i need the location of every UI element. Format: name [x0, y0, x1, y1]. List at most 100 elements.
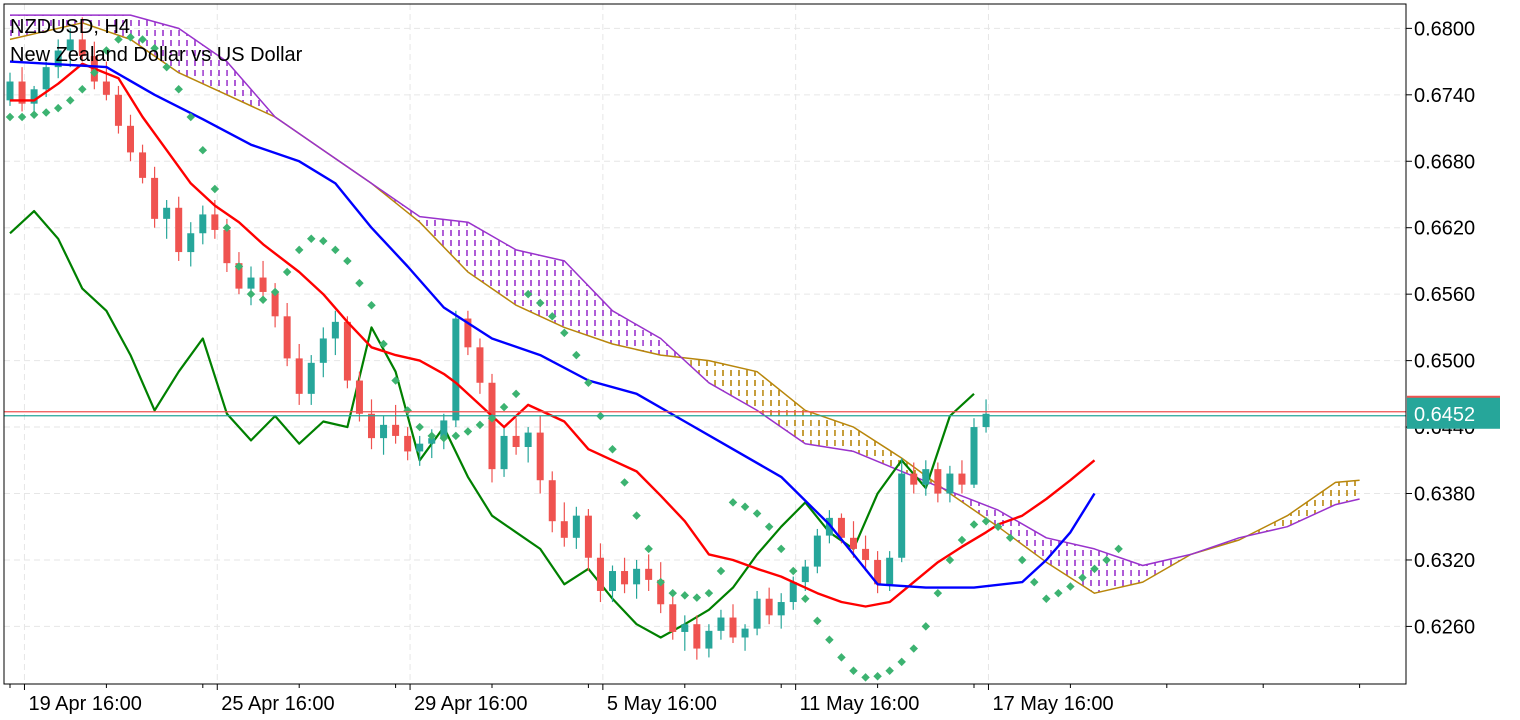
parabolic-sar-dot [343, 256, 352, 266]
ichimoku-cloud-segment [618, 314, 625, 347]
parabolic-sar-dot [548, 312, 557, 321]
ichimoku-cloud-segment [708, 360, 715, 387]
candle-body [982, 413, 990, 428]
parabolic-sar-dot [511, 389, 521, 399]
parabolic-sar-dot [656, 577, 665, 587]
ichimoku-cloud-segment [714, 361, 721, 390]
ichimoku-cloud-segment [257, 96, 264, 112]
plot-frame [3, 3, 1407, 685]
ichimoku-cloud-segment [829, 418, 836, 449]
candle-body [127, 125, 134, 153]
ichimoku-cloud-segment [1028, 527, 1035, 554]
ichimoku-cloud-segment [1052, 539, 1059, 570]
candle-body [524, 432, 532, 447]
candle-body [560, 521, 568, 538]
ichimoku-cloud-segment [1142, 564, 1149, 583]
ichimoku-cloud-segment [751, 370, 758, 411]
ichimoku-cloud-segment [763, 376, 770, 419]
ichimoku-cloud-segment [642, 328, 649, 353]
candle-body [18, 81, 26, 104]
ichimoku-cloud-segment [208, 49, 215, 90]
y-tick-label: 0.6800 [1414, 18, 1475, 40]
parabolic-sar-dot [246, 289, 256, 299]
ichimoku-cloud-segment [1016, 520, 1023, 545]
ichimoku-cloud-segment [1004, 513, 1011, 536]
candle-body [874, 559, 882, 585]
parabolic-sar-dot [1102, 555, 1111, 565]
candle-body [464, 318, 472, 348]
parabolic-sar-dot [560, 328, 569, 338]
parabolic-sar-dot [210, 184, 220, 194]
ichimoku-cloud-segment [1136, 563, 1143, 584]
parabolic-sar-dot [102, 46, 111, 55]
current-price-tag-label: 0.6452 [1414, 404, 1475, 426]
parabolic-sar-dot [439, 433, 449, 443]
candle-body [247, 277, 255, 289]
candle-body [343, 321, 351, 381]
ichimoku-cloud-segment [799, 405, 806, 444]
candle-body [789, 582, 797, 603]
parabolic-sar-dot [776, 544, 786, 554]
ichimoku-cloud-segment [70, 15, 77, 26]
parabolic-sar-dot [294, 245, 304, 255]
candle-body [368, 413, 375, 439]
ichimoku-cloud-segment [1058, 540, 1065, 574]
ichimoku-cloud-segment [516, 249, 523, 309]
ichimoku-cloud-segment [1347, 480, 1354, 502]
ichimoku-cloud-segment [425, 217, 432, 235]
candle-body [705, 630, 713, 649]
ichimoku-cloud-segment [1305, 499, 1312, 519]
ichimoku-cloud-segment [473, 225, 480, 281]
parabolic-sar-dot [198, 145, 208, 155]
ichimoku-cloud-segment [220, 57, 227, 95]
ichimoku-cloud-segment [1010, 517, 1017, 541]
y-tick-label: 0.6680 [1414, 151, 1475, 173]
ichimoku-cloud-segment [606, 304, 613, 344]
ichimoku-cloud-segment [871, 438, 878, 462]
x-tick-label: 17 May 16:00 [992, 693, 1113, 715]
ichimoku-cloud-segment [877, 442, 884, 464]
parabolic-sar-dot [933, 588, 943, 598]
parabolic-sar-dot [1017, 555, 1027, 565]
ichimoku-cloud-segment [1064, 541, 1071, 578]
ichimoku-cloud-segment [118, 15, 125, 38]
ichimoku-cloud-segment [967, 498, 974, 511]
parabolic-sar-dot [692, 593, 702, 602]
parabolic-sar-dot [1078, 573, 1087, 582]
parabolic-sar-dot [29, 110, 39, 119]
parabolic-sar-dot [415, 422, 424, 432]
candle-body [898, 473, 906, 558]
parabolic-sar-dot [945, 555, 955, 565]
parabolic-sar-dot [1090, 564, 1099, 574]
y-tick-label: 0.6260 [1414, 616, 1475, 638]
ichimoku-cloud-segment [853, 427, 860, 454]
ichimoku-cloud-segment [1046, 537, 1053, 567]
candle-body [633, 568, 641, 585]
parabolic-sar-dot [608, 444, 617, 454]
candle-body [187, 233, 195, 253]
parabolic-sar-dot [403, 406, 412, 415]
candle-body [693, 624, 701, 649]
candle-body [922, 469, 930, 485]
ichimoku-cloud-segment [534, 254, 541, 317]
ichimoku-cloud-segment [841, 422, 848, 451]
ichimoku-cloud-segment [34, 15, 41, 34]
candle-body [512, 435, 520, 447]
parabolic-sar-dot [53, 103, 63, 113]
ichimoku-cloud-segment [82, 15, 89, 25]
candle-body [307, 362, 315, 394]
parabolic-sar-dot [740, 502, 750, 512]
candle-body [886, 557, 894, 585]
ichimoku-cloud-segment [859, 430, 866, 457]
ichimoku-cloud-segment [1293, 507, 1300, 524]
chikou-span-line [9, 210, 975, 639]
ichimoku-cloud-segment [1172, 557, 1179, 565]
ichimoku-cloud-segment [1323, 486, 1330, 511]
ichimoku-cloud-segment [58, 15, 65, 29]
candle-body [355, 380, 363, 414]
parabolic-sar-dot [523, 289, 533, 299]
candle-body [102, 81, 110, 95]
x-tick-label: 5 May 16:00 [607, 693, 717, 715]
ichimoku-cloud-segment [64, 15, 71, 27]
